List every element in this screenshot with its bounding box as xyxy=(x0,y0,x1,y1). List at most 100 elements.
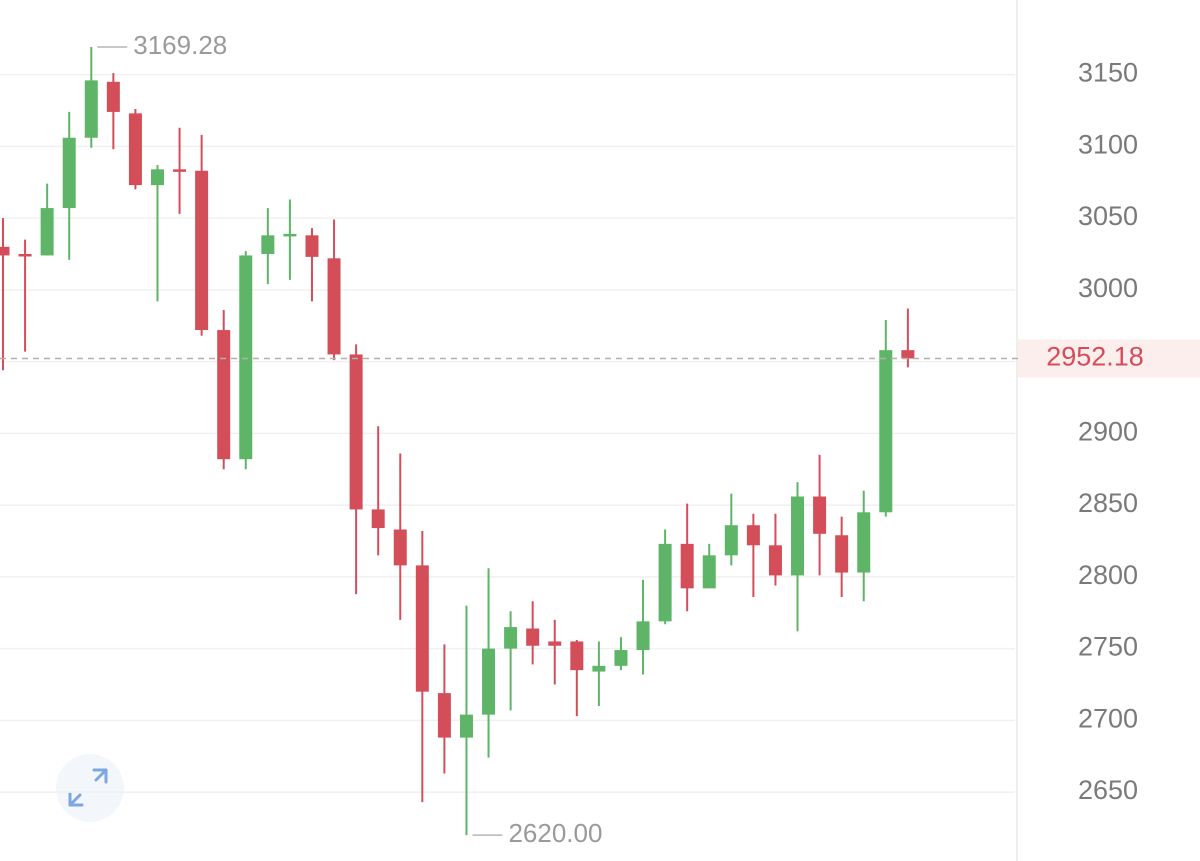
candle-body xyxy=(768,545,782,576)
candle xyxy=(482,568,496,758)
candle xyxy=(128,109,142,190)
expand-button-bg[interactable] xyxy=(56,754,124,822)
candle-body xyxy=(702,555,716,589)
candle xyxy=(813,454,827,576)
candle xyxy=(106,73,120,150)
y-tick-label: 2800 xyxy=(1078,560,1138,590)
candle xyxy=(791,482,805,632)
y-tick-label: 2650 xyxy=(1078,775,1138,805)
candle-body xyxy=(636,621,650,651)
candle xyxy=(702,543,716,589)
candle xyxy=(305,228,319,302)
candle-body xyxy=(195,170,209,331)
last-price-label: 2952.18 xyxy=(1046,342,1144,372)
candle xyxy=(901,308,915,368)
candle-body xyxy=(437,693,451,738)
candle-body xyxy=(857,512,871,573)
candle xyxy=(217,309,231,470)
last-price-badge xyxy=(1018,339,1200,378)
candle xyxy=(724,493,738,566)
candle-body xyxy=(18,253,32,257)
candle xyxy=(879,320,893,517)
candle xyxy=(658,529,672,625)
candle-body xyxy=(393,529,407,566)
candle xyxy=(680,503,694,612)
candle xyxy=(614,637,628,671)
candle xyxy=(835,516,849,597)
candle xyxy=(857,490,871,602)
y-tick-label: 2700 xyxy=(1078,703,1138,733)
candle xyxy=(371,426,385,556)
candle-body xyxy=(592,665,606,672)
candle xyxy=(349,344,363,595)
candle-body xyxy=(791,496,805,576)
candle-body xyxy=(879,350,893,513)
candle-body xyxy=(217,330,231,460)
candle-body xyxy=(327,258,341,355)
candle-body xyxy=(459,714,473,738)
candle xyxy=(0,218,10,371)
candle-body xyxy=(614,650,628,666)
candle xyxy=(195,134,209,336)
expand-icon xyxy=(68,768,108,807)
candle-body xyxy=(526,628,540,646)
candle-body xyxy=(482,648,496,715)
candle-body xyxy=(40,208,54,256)
candle xyxy=(415,530,429,803)
candle xyxy=(327,219,341,361)
y-tick-label: 3050 xyxy=(1078,201,1138,231)
candle-body xyxy=(173,169,187,172)
y-tick-label: 2900 xyxy=(1078,416,1138,446)
candle xyxy=(570,640,584,717)
y-tick-label: 3100 xyxy=(1078,129,1138,159)
candle-body xyxy=(835,535,849,573)
candle-body xyxy=(283,233,297,237)
candle-body xyxy=(106,81,120,112)
candle-body xyxy=(305,235,319,257)
grid xyxy=(0,73,1015,793)
candle-body xyxy=(349,354,363,510)
candle xyxy=(173,127,187,214)
candle-body xyxy=(239,255,253,460)
candle xyxy=(768,513,782,586)
candle xyxy=(592,641,606,707)
candle xyxy=(239,251,253,470)
candle xyxy=(459,605,473,836)
candle xyxy=(526,601,540,665)
y-tick-label: 3000 xyxy=(1078,273,1138,303)
candle-body xyxy=(0,246,10,256)
candle xyxy=(261,208,275,285)
low-marker-label: 2620.00 xyxy=(508,818,602,848)
candle xyxy=(636,579,650,675)
candle xyxy=(393,453,407,620)
candle-body xyxy=(261,235,275,254)
candle xyxy=(504,611,518,711)
candle-body xyxy=(62,137,76,209)
y-tick-label: 2850 xyxy=(1078,488,1138,518)
candle-body xyxy=(724,525,738,556)
candle xyxy=(283,199,297,280)
candle-body xyxy=(371,509,385,529)
candle-body xyxy=(84,80,98,138)
candle xyxy=(150,165,164,302)
candle xyxy=(84,46,98,148)
y-tick-label: 2750 xyxy=(1078,632,1138,662)
candle-body xyxy=(813,496,827,534)
candle xyxy=(548,619,562,685)
candle-body xyxy=(128,113,142,186)
candle-body xyxy=(548,641,562,646)
candle-body xyxy=(901,350,915,359)
candle xyxy=(18,239,32,352)
candle-body xyxy=(150,169,164,186)
candle xyxy=(437,644,451,774)
expand-button[interactable] xyxy=(56,754,124,822)
candle-body xyxy=(504,627,518,649)
candle-body xyxy=(415,565,429,692)
high-marker-label: 3169.28 xyxy=(133,30,227,60)
candle-body xyxy=(658,543,672,622)
candle xyxy=(62,111,76,260)
candle-body xyxy=(746,525,760,546)
candle-body xyxy=(570,641,584,671)
